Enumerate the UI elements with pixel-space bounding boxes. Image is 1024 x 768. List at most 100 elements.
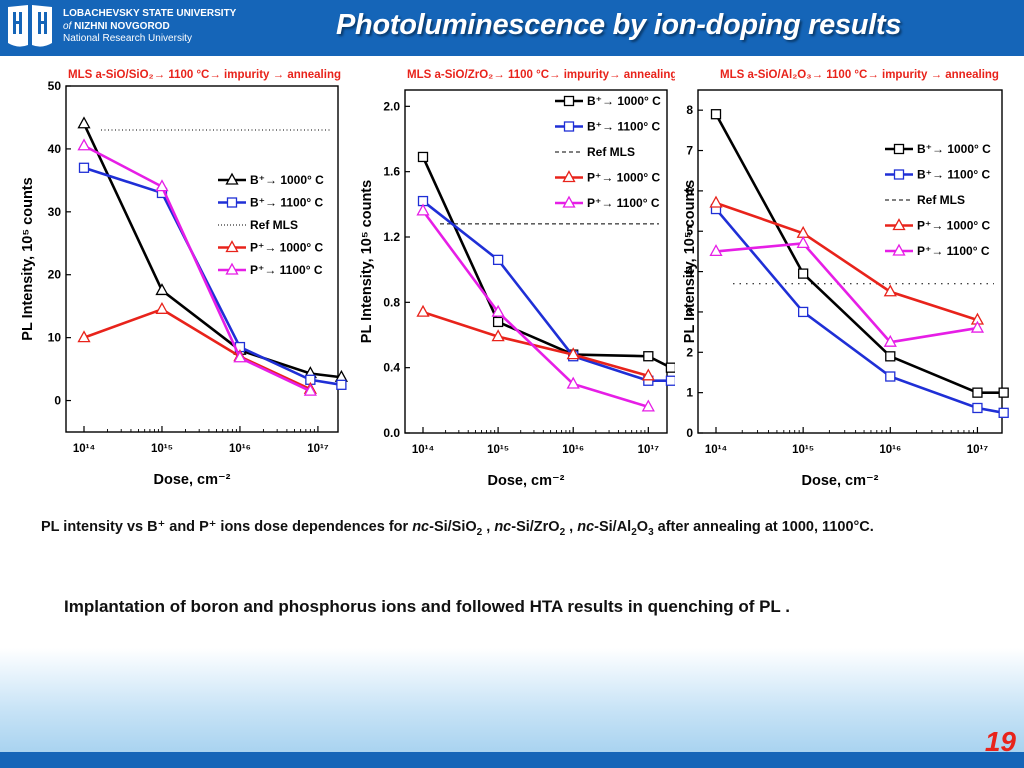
data-point <box>566 376 580 389</box>
university-name-of: of <box>63 20 72 32</box>
legend-item: B⁺→ 1100° C <box>218 196 324 210</box>
legend-label: P⁺→ 1000° C <box>917 219 991 233</box>
legend-label: B⁺→ 1000° C <box>917 142 991 156</box>
x-tick-label: 10¹⁶ <box>229 443 251 455</box>
data-point <box>416 203 430 216</box>
series-1 <box>78 162 347 390</box>
series-4 <box>416 203 655 412</box>
data-point <box>641 368 655 381</box>
y-tick-label: 0.8 <box>383 295 400 309</box>
data-point <box>336 379 347 390</box>
legend-item: Ref MLS <box>218 218 298 232</box>
data-point <box>885 351 896 362</box>
y-tick-label: 1 <box>686 386 693 400</box>
legend: B⁺→ 1000° C B⁺→ 1100° C Ref MLS P⁺→ 1000° C… <box>885 142 991 258</box>
y-tick-label: 50 <box>48 79 62 93</box>
x-axis-label: Dose, cm⁻² <box>154 472 231 488</box>
legend-label: Ref MLS <box>917 193 965 207</box>
legend-label: P⁺→ 1100° C <box>587 196 660 210</box>
y-tick-label: 0.4 <box>383 361 400 375</box>
x-tick-label: 10¹⁵ <box>792 444 814 456</box>
x-tick-label: 10¹⁷ <box>638 444 660 456</box>
chart-heading: MLS a-SiO/ZrO₂→ 1100 °C→ impurity→ annea… <box>407 69 675 81</box>
data-point <box>491 329 505 342</box>
data-point <box>665 362 675 373</box>
series-line <box>83 307 311 391</box>
y-tick-label: 10 <box>48 331 62 345</box>
university-name-line3: National Research University <box>63 33 192 44</box>
series-line <box>421 210 649 409</box>
legend-marker <box>563 121 575 132</box>
y-tick-label: 5 <box>686 224 693 238</box>
y-tick-label: 1.6 <box>383 165 400 179</box>
chart-zro2: MLS a-SiO/ZrO₂→ 1100 °C→ impurity→ annea… <box>355 60 675 500</box>
legend-item: B⁺→ 1000° C <box>885 142 991 156</box>
x-tick-label: 10¹⁵ <box>487 444 509 456</box>
university-logo-icon <box>8 5 52 47</box>
y-tick-label: 20 <box>48 268 62 282</box>
legend-marker <box>892 243 906 256</box>
data-point <box>885 371 896 382</box>
legend-marker <box>893 143 905 155</box>
data-point <box>233 350 247 363</box>
legend-label: Ref MLS <box>250 218 298 232</box>
series-0 <box>417 151 675 373</box>
series-0 <box>710 109 1009 398</box>
series-line <box>83 144 311 393</box>
chart-heading: MLS a-SiO/Al₂O₃→ 1100 °C→ impurity → ann… <box>720 69 999 81</box>
series-1 <box>710 203 1009 418</box>
university-name-line2: NIZHNI NOVGOROD <box>74 20 170 32</box>
y-axis-label: PL Intensity, 10⁵ counts <box>682 180 698 343</box>
data-point <box>78 162 90 173</box>
y-tick-label: 4 <box>686 265 693 279</box>
data-point <box>709 244 723 257</box>
data-point <box>797 306 809 318</box>
y-tick-label: 1.2 <box>383 230 400 244</box>
series-line <box>715 241 978 344</box>
data-point <box>491 304 505 317</box>
plot-frame <box>404 89 668 434</box>
plot-frame <box>697 89 1003 434</box>
header-bar: LOBACHEVSKY STATE UNIVERSITY of NIZHNI N… <box>0 0 1024 56</box>
data-point <box>77 330 91 343</box>
data-point <box>972 387 983 398</box>
y-tick-label: 7 <box>686 144 693 158</box>
legend-marker <box>563 95 575 107</box>
series-3 <box>416 304 655 381</box>
x-tick-label: 10¹⁴ <box>705 444 728 456</box>
figure-caption: PL intensity vs B⁺ and P⁺ ions dose depe… <box>41 519 874 538</box>
y-tick-label: 0.0 <box>383 426 400 440</box>
data-point <box>883 334 897 347</box>
y-tick-label: 40 <box>48 142 62 156</box>
x-tick-label: 10¹⁶ <box>879 444 901 456</box>
legend-label: B⁺→ 1000° C <box>250 173 324 187</box>
data-point <box>155 283 169 296</box>
legend-label: P⁺→ 1000° C <box>587 171 661 185</box>
legend-label: P⁺→ 1100° C <box>250 263 323 277</box>
data-point <box>417 151 429 163</box>
legend-item: P⁺→ 1000° C <box>885 218 991 233</box>
legend-label: Ref MLS <box>587 145 635 159</box>
legend-marker <box>225 262 239 275</box>
data-point <box>643 351 654 362</box>
legend-marker <box>562 195 576 208</box>
plot-frame <box>65 85 339 433</box>
legend-item: Ref MLS <box>885 193 965 207</box>
x-tick-label: 10¹⁴ <box>73 443 96 455</box>
legend-label: B⁺→ 1100° C <box>250 196 324 210</box>
legend-marker <box>225 240 239 253</box>
legend-item: P⁺→ 1000° C <box>555 170 661 185</box>
legend-marker <box>893 169 905 180</box>
y-tick-label: 2 <box>686 345 693 359</box>
chart-sio2: MLS a-SiO/SiO₂→ 1100 °C→ impurity → anne… <box>18 60 348 500</box>
legend-marker <box>892 218 906 231</box>
legend-item: P⁺→ 1100° C <box>218 262 323 277</box>
y-tick-label: 6 <box>686 184 693 198</box>
series-4 <box>77 138 317 396</box>
x-tick-label: 10¹⁴ <box>412 444 435 456</box>
legend-marker <box>225 172 239 185</box>
data-point <box>641 399 655 412</box>
data-point <box>710 109 722 120</box>
slide-number: 19 <box>984 726 1016 757</box>
legend-item: P⁺→ 1100° C <box>885 243 990 258</box>
